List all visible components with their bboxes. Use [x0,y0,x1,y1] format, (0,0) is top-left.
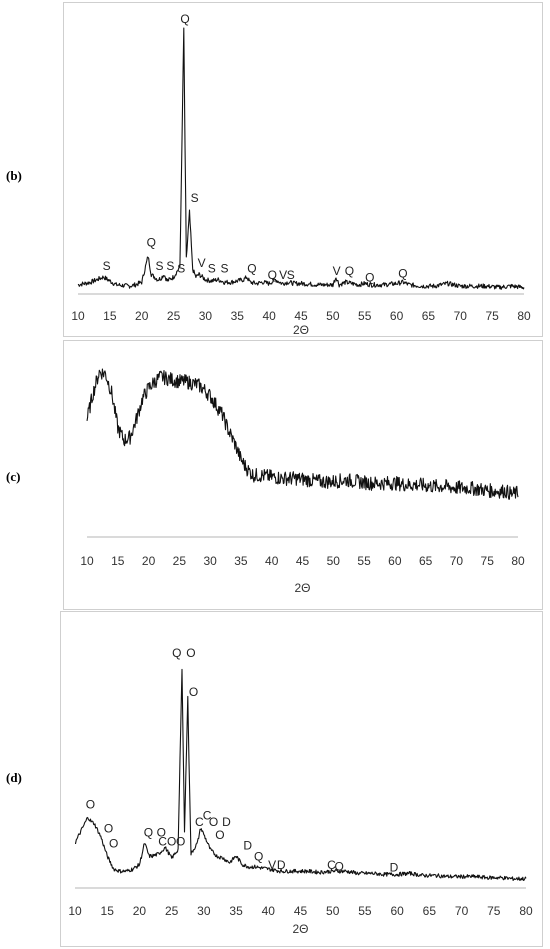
panel-label-b: (b) [6,168,22,183]
peak-label-d: O [215,828,224,842]
x-tick-label-b: 30 [199,309,213,323]
peak-label-b: Q [247,261,256,275]
x-tick-label-d: 55 [358,904,372,918]
peak-label-b: V [279,268,287,282]
peak-label-b: Q [365,271,374,285]
x-tick-label-c: 80 [511,554,525,568]
x-tick-label-c: 75 [481,554,495,568]
peak-label-b: Q [345,264,354,278]
peak-label-d: O [176,834,185,848]
peak-label-b: V [198,256,206,270]
peak-label-b: S [177,261,185,275]
peak-label-b: S [166,259,174,273]
chart-panel-b [63,2,543,337]
x-tick-label-b: 80 [517,309,531,323]
x-axis-label-d: 2Θ [292,922,308,936]
peak-label-d: O [209,815,218,829]
x-tick-label-d: 75 [487,904,501,918]
x-tick-label-c: 50 [327,554,341,568]
peak-label-d: Q [254,850,263,864]
peak-label-d: D [243,839,252,853]
x-tick-label-c: 25 [173,554,187,568]
x-tick-label-b: 35 [231,309,245,323]
peak-label-d: D [390,860,399,874]
x-tick-label-b: 75 [485,309,499,323]
peak-label-b: Q [398,267,407,281]
peak-label-d: O [86,798,95,812]
x-tick-label-d: 60 [390,904,404,918]
x-tick-label-c: 55 [357,554,371,568]
x-tick-label-b: 45 [294,309,308,323]
peak-label-d: D [222,815,231,829]
panel-label-d: (d) [6,770,22,785]
x-tick-label-d: 70 [455,904,469,918]
x-tick-label-c: 15 [111,554,125,568]
x-axis-label-b: 2Θ [293,323,309,337]
x-tick-label-d: 30 [197,904,211,918]
x-tick-label-c: 30 [203,554,217,568]
peak-label-d: O [189,685,198,699]
x-tick-label-d: 65 [423,904,437,918]
x-tick-label-b: 40 [262,309,276,323]
peak-label-d: C [203,808,212,822]
x-tick-label-b: 55 [358,309,372,323]
x-tick-label-c: 70 [450,554,464,568]
x-tick-label-b: 50 [326,309,340,323]
x-tick-label-d: 80 [519,904,533,918]
x-tick-label-d: 25 [165,904,179,918]
peak-label-b: Q [147,235,156,249]
peak-label-b: S [191,191,199,205]
x-tick-label-d: 20 [133,904,147,918]
peak-label-b: S [103,259,111,273]
peak-label-d: O [186,646,195,660]
x-tick-label-c: 10 [80,554,94,568]
x-axis-label-c: 2Θ [294,581,310,595]
peak-label-b: Q [180,12,189,26]
peak-label-d: C [158,834,167,848]
x-tick-label-c: 60 [388,554,402,568]
peak-label-b: S [221,261,229,275]
panel-label-c: (c) [6,469,21,484]
peak-label-d: O [157,826,166,840]
x-tick-label-d: 10 [68,904,82,918]
peak-label-b: S [287,268,295,282]
x-tick-label-c: 45 [296,554,310,568]
peak-label-b: Q [268,268,277,282]
x-tick-label-b: 65 [422,309,436,323]
xrd-trace-d [75,668,527,881]
chart-panel-d [60,611,543,947]
peak-label-d: O [334,859,343,873]
x-tick-label-d: 45 [294,904,308,918]
x-tick-label-b: 60 [390,309,404,323]
peak-label-d: V [268,858,276,872]
x-tick-label-d: 35 [229,904,243,918]
x-tick-label-d: 40 [262,904,276,918]
x-tick-label-b: 70 [454,309,468,323]
peak-label-d: D [277,858,286,872]
peak-label-d: O [167,834,176,848]
x-tick-label-b: 25 [167,309,181,323]
xrd-trace-c [86,368,519,500]
x-tick-label-b: 20 [135,309,149,323]
peak-label-d: Q [144,826,153,840]
x-tick-label-c: 35 [234,554,248,568]
x-tick-label-c: 40 [265,554,279,568]
x-tick-label-d: 50 [326,904,340,918]
peak-label-b: V [333,264,341,278]
peak-label-b: S [156,259,164,273]
x-tick-label-c: 20 [142,554,156,568]
peak-label-b: S [208,261,216,275]
peak-label-d: Q [172,646,181,660]
xrd-trace-b [77,27,525,290]
x-tick-label-d: 15 [101,904,115,918]
peak-label-d: C [327,858,336,872]
x-tick-label-b: 10 [71,309,85,323]
x-tick-label-c: 65 [419,554,433,568]
peak-label-d: O [109,837,118,851]
x-tick-label-b: 15 [103,309,117,323]
peak-label-d: C [195,815,204,829]
peak-label-d: O [104,821,113,835]
